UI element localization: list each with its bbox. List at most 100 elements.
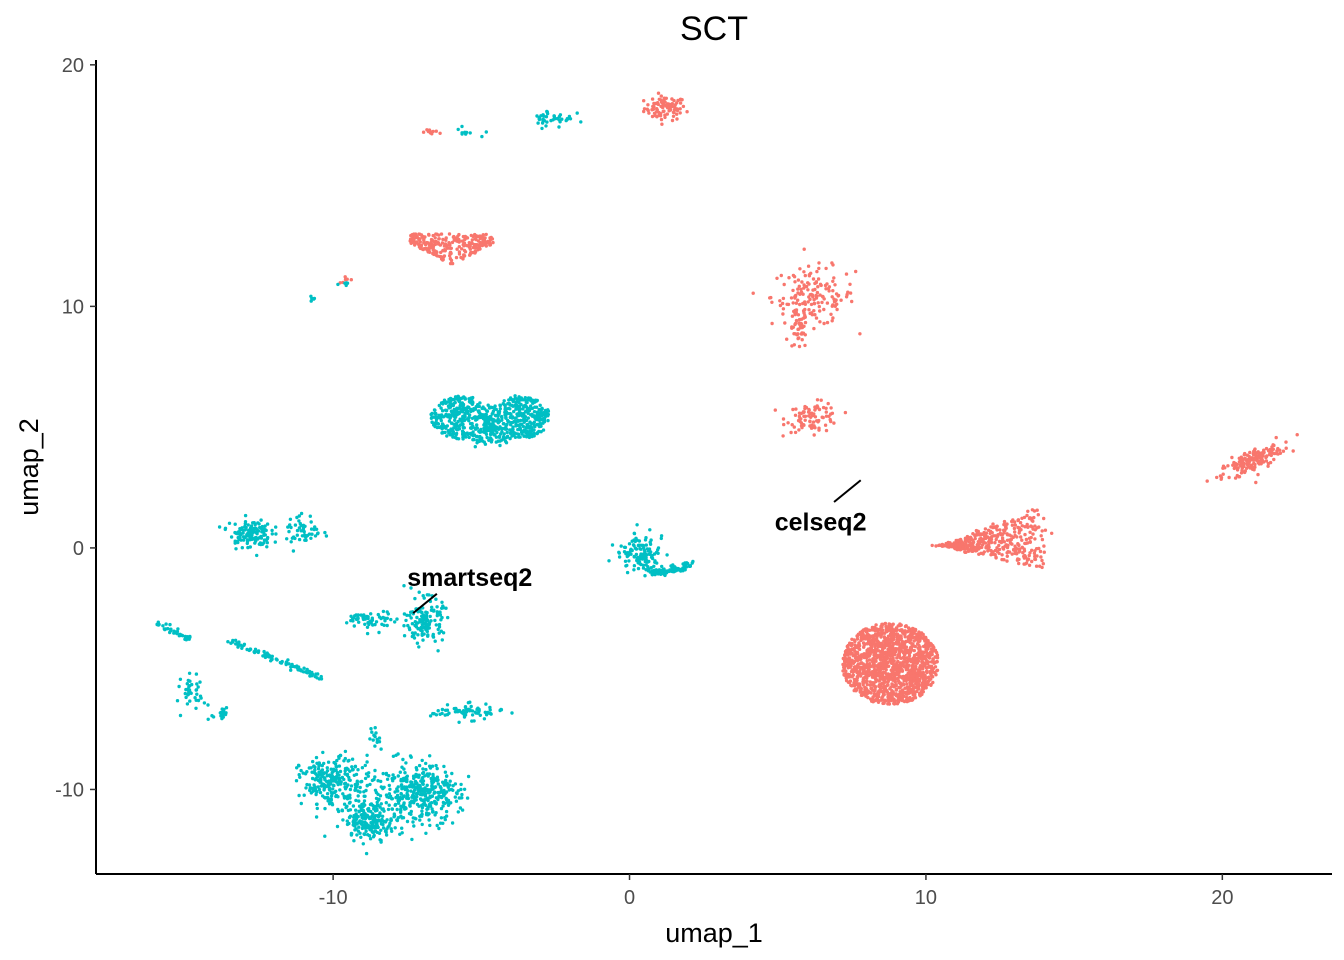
point xyxy=(792,332,796,336)
point xyxy=(508,415,512,420)
point xyxy=(359,835,363,839)
point xyxy=(909,671,913,676)
point xyxy=(889,672,893,676)
point xyxy=(480,134,484,139)
point xyxy=(440,638,444,642)
point xyxy=(347,821,351,826)
point xyxy=(1038,549,1043,554)
point xyxy=(464,130,469,135)
point xyxy=(915,636,919,641)
point xyxy=(366,774,370,778)
point xyxy=(493,404,497,408)
point xyxy=(427,128,432,132)
point xyxy=(381,826,386,830)
point xyxy=(883,621,888,626)
point xyxy=(904,667,908,672)
point xyxy=(217,525,222,529)
point xyxy=(532,410,537,414)
point xyxy=(1268,450,1272,454)
point xyxy=(533,405,537,409)
point xyxy=(1011,548,1016,552)
point xyxy=(638,547,642,551)
point xyxy=(354,772,359,777)
point xyxy=(450,240,455,245)
point xyxy=(471,401,475,405)
point xyxy=(312,788,316,792)
point xyxy=(337,754,341,759)
point xyxy=(425,772,429,776)
point xyxy=(1240,468,1244,473)
point xyxy=(1028,551,1032,555)
point xyxy=(303,534,307,538)
point xyxy=(297,793,301,798)
point xyxy=(425,240,429,245)
point xyxy=(917,643,921,648)
point xyxy=(450,771,454,776)
point xyxy=(885,680,889,684)
point xyxy=(870,670,875,674)
point xyxy=(461,437,465,441)
point xyxy=(899,623,903,627)
point xyxy=(472,415,477,419)
point xyxy=(492,419,497,423)
point xyxy=(1026,525,1030,529)
point xyxy=(912,639,916,643)
point xyxy=(803,315,807,319)
point xyxy=(463,412,467,417)
point xyxy=(850,641,854,646)
point xyxy=(649,538,653,542)
point xyxy=(897,634,901,638)
point xyxy=(371,623,375,627)
point xyxy=(243,535,247,539)
point xyxy=(252,521,256,525)
point xyxy=(226,640,230,644)
point xyxy=(364,829,368,833)
point xyxy=(631,543,636,547)
point xyxy=(790,423,794,427)
point xyxy=(469,251,473,255)
point xyxy=(484,713,489,717)
point xyxy=(915,677,919,681)
point xyxy=(504,415,508,420)
point xyxy=(438,414,442,418)
point xyxy=(641,554,646,558)
point xyxy=(471,424,475,428)
point xyxy=(910,632,914,636)
point xyxy=(501,435,506,439)
point xyxy=(546,418,550,423)
point xyxy=(427,593,431,597)
point xyxy=(532,432,536,437)
point xyxy=(475,423,479,427)
point xyxy=(933,655,937,659)
point xyxy=(529,404,533,408)
point xyxy=(1033,537,1037,541)
point xyxy=(467,415,471,420)
point xyxy=(1215,475,1219,480)
point xyxy=(446,415,450,419)
point xyxy=(901,640,905,645)
point xyxy=(231,638,235,643)
point xyxy=(434,597,438,601)
point xyxy=(873,684,877,689)
point xyxy=(980,543,985,547)
point xyxy=(457,399,462,404)
point xyxy=(315,790,319,794)
point xyxy=(789,296,794,300)
point xyxy=(439,406,443,410)
point xyxy=(356,815,360,819)
point xyxy=(851,654,855,658)
point xyxy=(348,778,352,782)
point xyxy=(354,812,358,816)
point xyxy=(851,673,855,677)
point xyxy=(448,250,453,254)
point xyxy=(881,694,885,699)
point xyxy=(886,626,890,631)
point xyxy=(623,545,628,550)
point xyxy=(195,692,199,696)
point xyxy=(855,682,859,686)
point xyxy=(312,770,317,775)
point xyxy=(410,780,414,785)
point xyxy=(781,307,786,311)
point xyxy=(288,523,292,527)
point xyxy=(461,403,466,407)
